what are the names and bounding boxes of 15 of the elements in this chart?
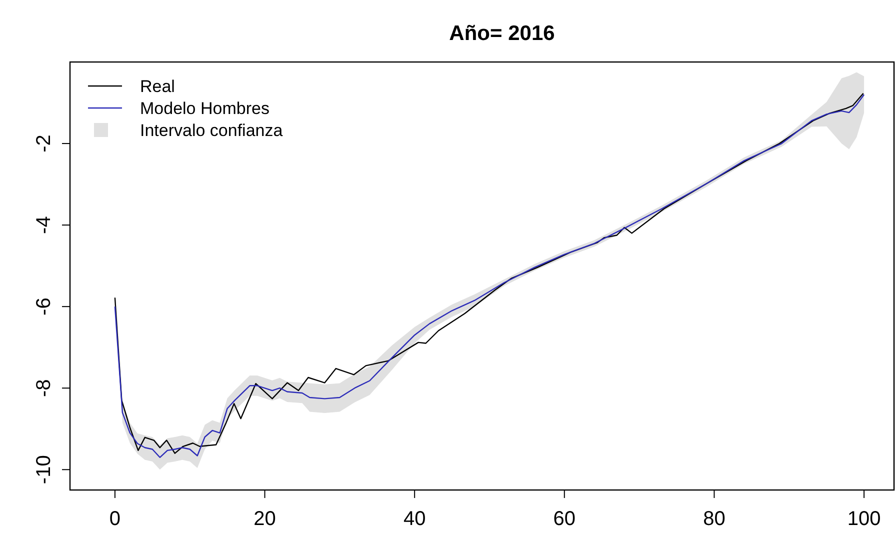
y-tick-label: -4 bbox=[33, 216, 55, 234]
x-tick-label: 100 bbox=[847, 508, 881, 530]
x-tick-label: 0 bbox=[109, 508, 121, 530]
y-tick-label: -8 bbox=[33, 379, 55, 397]
chart-title: Año= 2016 bbox=[449, 22, 555, 45]
annotation: Intervalo confianza bbox=[140, 121, 284, 140]
legend-label: Modelo Hombres bbox=[140, 99, 270, 118]
legend-label: Real bbox=[140, 77, 175, 96]
x-tick-label: 40 bbox=[403, 508, 426, 530]
x-tick-label: 20 bbox=[254, 508, 276, 530]
y-tick-label: -6 bbox=[33, 298, 55, 316]
x-tick-label: 60 bbox=[553, 508, 576, 530]
y-tick-label: -2 bbox=[33, 134, 55, 152]
x-tick-label: 80 bbox=[703, 508, 726, 530]
y-tick-label: -10 bbox=[33, 455, 55, 484]
